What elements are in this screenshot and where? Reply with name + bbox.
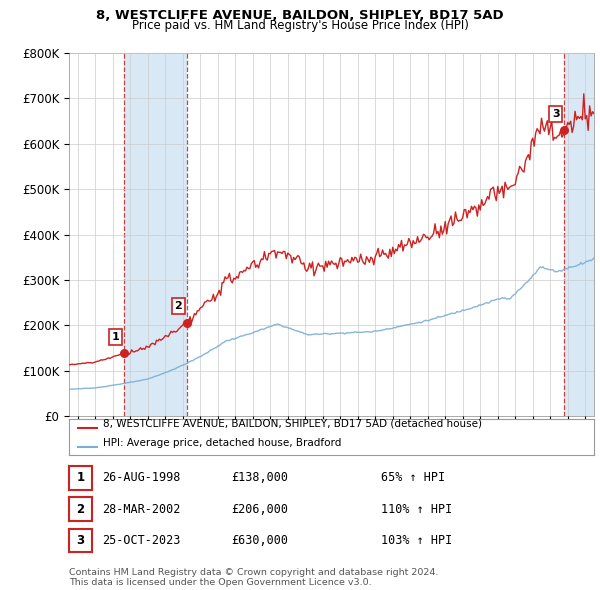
Text: 1: 1 bbox=[76, 471, 85, 484]
Text: 2: 2 bbox=[76, 503, 85, 516]
Text: £138,000: £138,000 bbox=[231, 471, 288, 484]
Text: 25-OCT-2023: 25-OCT-2023 bbox=[102, 534, 181, 547]
Text: 8, WESTCLIFFE AVENUE, BAILDON, SHIPLEY, BD17 5AD (detached house): 8, WESTCLIFFE AVENUE, BAILDON, SHIPLEY, … bbox=[103, 419, 482, 429]
Text: £206,000: £206,000 bbox=[231, 503, 288, 516]
Text: 28-MAR-2002: 28-MAR-2002 bbox=[102, 503, 181, 516]
Text: 110% ↑ HPI: 110% ↑ HPI bbox=[381, 503, 452, 516]
Text: £630,000: £630,000 bbox=[231, 534, 288, 547]
Text: 3: 3 bbox=[76, 534, 85, 547]
Text: 1: 1 bbox=[112, 332, 119, 342]
Text: 3: 3 bbox=[552, 109, 559, 119]
Bar bbox=[565, 53, 600, 416]
Text: HPI: Average price, detached house, Bradford: HPI: Average price, detached house, Brad… bbox=[103, 438, 341, 448]
Text: 2: 2 bbox=[175, 301, 182, 311]
Text: Contains HM Land Registry data © Crown copyright and database right 2024.
This d: Contains HM Land Registry data © Crown c… bbox=[69, 568, 439, 587]
Text: 65% ↑ HPI: 65% ↑ HPI bbox=[381, 471, 445, 484]
Text: 26-AUG-1998: 26-AUG-1998 bbox=[102, 471, 181, 484]
Text: Price paid vs. HM Land Registry's House Price Index (HPI): Price paid vs. HM Land Registry's House … bbox=[131, 19, 469, 32]
Text: 103% ↑ HPI: 103% ↑ HPI bbox=[381, 534, 452, 547]
Text: 8, WESTCLIFFE AVENUE, BAILDON, SHIPLEY, BD17 5AD: 8, WESTCLIFFE AVENUE, BAILDON, SHIPLEY, … bbox=[96, 9, 504, 22]
Bar bbox=[124, 53, 187, 416]
